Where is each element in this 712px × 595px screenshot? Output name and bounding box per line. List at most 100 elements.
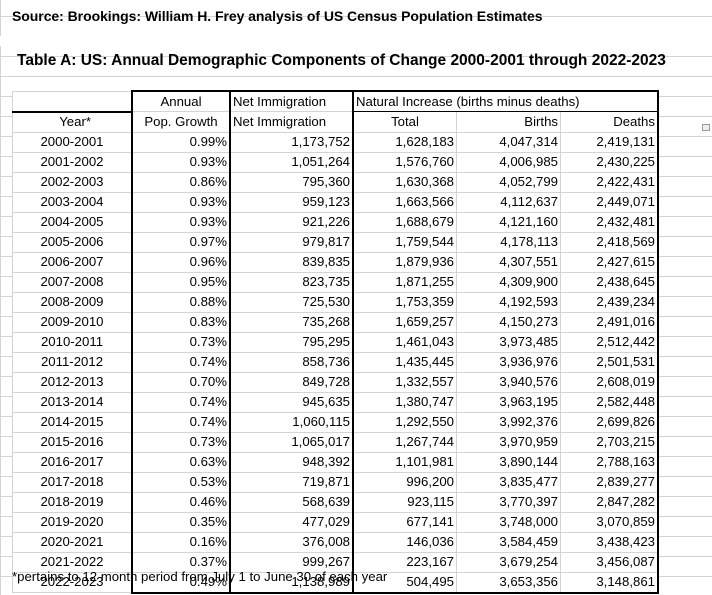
births-cell[interactable]: 3,992,376 [456, 411, 561, 433]
natural-increase-total-cell[interactable]: 1,435,445 [352, 351, 457, 373]
births-cell[interactable]: 3,679,254 [456, 551, 561, 573]
year-cell[interactable]: 2012-2013 [12, 371, 133, 393]
births-cell[interactable]: 3,748,000 [456, 511, 561, 533]
net-immigration-cell[interactable]: 849,728 [229, 371, 354, 393]
header-total[interactable]: Total [352, 111, 457, 133]
pop-growth-cell[interactable]: 0.16% [131, 531, 231, 553]
pop-growth-cell[interactable]: 0.95% [131, 271, 231, 293]
births-cell[interactable]: 4,112,637 [456, 191, 561, 213]
net-immigration-cell[interactable]: 725,530 [229, 291, 354, 313]
header-year[interactable]: Year* [12, 110, 133, 133]
deaths-cell[interactable]: 2,491,016 [560, 311, 659, 333]
pop-growth-cell[interactable]: 0.86% [131, 171, 231, 193]
births-cell[interactable]: 3,970,959 [456, 431, 561, 453]
net-immigration-cell[interactable]: 1,051,264 [229, 151, 354, 173]
pop-growth-cell[interactable]: 0.93% [131, 151, 231, 173]
net-immigration-cell[interactable]: 979,817 [229, 231, 354, 253]
net-immigration-cell[interactable]: 921,226 [229, 211, 354, 233]
pop-growth-cell[interactable]: 0.88% [131, 291, 231, 313]
net-immigration-cell[interactable]: 959,123 [229, 191, 354, 213]
natural-increase-total-cell[interactable]: 146,036 [352, 531, 457, 553]
deaths-cell[interactable]: 2,432,481 [560, 211, 659, 233]
natural-increase-total-cell[interactable]: 996,200 [352, 471, 457, 493]
year-cell[interactable]: 2020-2021 [12, 531, 133, 553]
net-immigration-cell[interactable]: 1,060,115 [229, 411, 354, 433]
net-immigration-cell[interactable]: 568,639 [229, 491, 354, 513]
net-immigration-cell[interactable]: 795,360 [229, 171, 354, 193]
births-cell[interactable]: 4,047,314 [456, 131, 561, 153]
births-cell[interactable]: 4,307,551 [456, 251, 561, 273]
pop-growth-cell[interactable]: 0.74% [131, 411, 231, 433]
natural-increase-total-cell[interactable]: 1,267,744 [352, 431, 457, 453]
year-cell[interactable]: 2015-2016 [12, 431, 133, 453]
births-cell[interactable]: 3,936,976 [456, 351, 561, 373]
deaths-cell[interactable]: 2,512,442 [560, 331, 659, 353]
natural-increase-total-cell[interactable]: 1,292,550 [352, 411, 457, 433]
net-immigration-cell[interactable]: 839,835 [229, 251, 354, 273]
year-cell[interactable]: 2009-2010 [12, 311, 133, 333]
net-immigration-cell[interactable]: 858,736 [229, 351, 354, 373]
net-immigration-cell[interactable]: 477,029 [229, 511, 354, 533]
deaths-cell[interactable]: 2,418,569 [560, 231, 659, 253]
pop-growth-cell[interactable]: 0.96% [131, 251, 231, 273]
natural-increase-total-cell[interactable]: 1,101,981 [352, 451, 457, 473]
year-cell[interactable]: 2002-2003 [12, 171, 133, 193]
pop-growth-cell[interactable]: 0.93% [131, 191, 231, 213]
deaths-cell[interactable]: 3,456,087 [560, 551, 659, 573]
natural-increase-total-cell[interactable]: 677,141 [352, 511, 457, 533]
year-cell[interactable]: 2019-2020 [12, 511, 133, 533]
births-cell[interactable]: 4,150,273 [456, 311, 561, 333]
year-cell[interactable]: 2013-2014 [12, 391, 133, 413]
natural-increase-total-cell[interactable]: 1,576,760 [352, 151, 457, 173]
births-cell[interactable]: 3,584,459 [456, 531, 561, 553]
pop-growth-cell[interactable]: 0.83% [131, 311, 231, 333]
net-immigration-cell[interactable]: 945,635 [229, 391, 354, 413]
year-cell[interactable]: 2007-2008 [12, 271, 133, 293]
deaths-cell[interactable]: 2,847,282 [560, 491, 659, 513]
pop-growth-cell[interactable]: 0.53% [131, 471, 231, 493]
births-cell[interactable]: 3,890,144 [456, 451, 561, 473]
net-immigration-cell[interactable]: 795,295 [229, 331, 354, 353]
natural-increase-total-cell[interactable]: 1,688,679 [352, 211, 457, 233]
header-cell-empty[interactable] [12, 90, 133, 112]
year-cell[interactable]: 2022-2023 [12, 571, 133, 593]
net-immigration-cell[interactable]: 999,267 [229, 551, 354, 573]
deaths-cell[interactable]: 2,582,448 [560, 391, 659, 413]
pop-growth-cell[interactable]: 0.37% [131, 551, 231, 573]
deaths-cell[interactable]: 2,419,131 [560, 131, 659, 153]
births-cell[interactable]: 3,963,195 [456, 391, 561, 413]
deaths-cell[interactable]: 2,703,215 [560, 431, 659, 453]
natural-increase-total-cell[interactable]: 1,663,566 [352, 191, 457, 213]
natural-increase-total-cell[interactable]: 1,879,936 [352, 251, 457, 273]
year-cell[interactable]: 2005-2006 [12, 231, 133, 253]
pop-growth-cell[interactable]: 0.74% [131, 351, 231, 373]
net-immigration-cell[interactable]: 376,008 [229, 531, 354, 553]
source-note[interactable]: Source: Brookings: William H. Frey analy… [12, 8, 543, 24]
births-cell[interactable]: 4,309,900 [456, 271, 561, 293]
natural-increase-total-cell[interactable]: 1,630,368 [352, 171, 457, 193]
births-cell[interactable]: 3,973,485 [456, 331, 561, 353]
pop-growth-cell[interactable]: 0.35% [131, 511, 231, 533]
pop-growth-cell[interactable]: 0.73% [131, 331, 231, 353]
header-deaths[interactable]: Deaths [560, 111, 659, 133]
net-immigration-cell[interactable]: 1,065,017 [229, 431, 354, 453]
net-immigration-cell[interactable]: 948,392 [229, 451, 354, 473]
year-cell[interactable]: 2016-2017 [12, 451, 133, 473]
pop-growth-cell[interactable]: 0.70% [131, 371, 231, 393]
pop-growth-cell[interactable]: 0.73% [131, 431, 231, 453]
natural-increase-total-cell[interactable]: 1,759,544 [352, 231, 457, 253]
year-cell[interactable]: 2017-2018 [12, 471, 133, 493]
deaths-cell[interactable]: 2,788,163 [560, 451, 659, 473]
year-cell[interactable]: 2001-2002 [12, 151, 133, 173]
deaths-cell[interactable]: 2,608,019 [560, 371, 659, 393]
natural-increase-total-cell[interactable]: 1,332,557 [352, 371, 457, 393]
year-cell[interactable]: 2000-2001 [12, 131, 133, 153]
births-cell[interactable]: 4,052,799 [456, 171, 561, 193]
deaths-cell[interactable]: 2,449,071 [560, 191, 659, 213]
deaths-cell[interactable]: 2,839,277 [560, 471, 659, 493]
pop-growth-cell[interactable]: 0.93% [131, 211, 231, 233]
pop-growth-cell[interactable]: 0.74% [131, 391, 231, 413]
pop-growth-cell[interactable]: 0.46% [131, 491, 231, 513]
natural-increase-total-cell[interactable]: 1,380,747 [352, 391, 457, 413]
births-cell[interactable]: 3,653,356 [456, 571, 561, 594]
